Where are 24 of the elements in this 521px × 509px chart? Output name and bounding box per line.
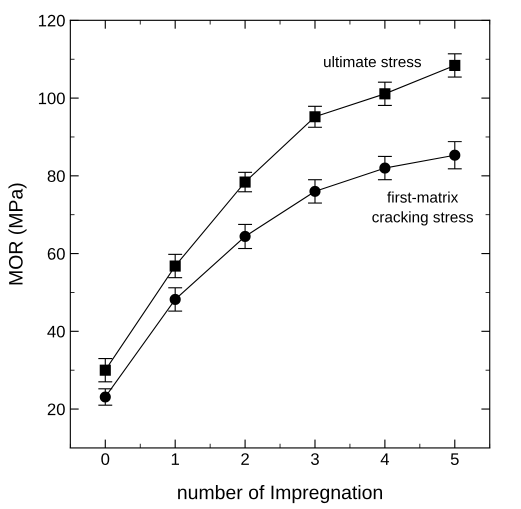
y-axis-title: MOR (MPa) xyxy=(8,183,27,284)
point xyxy=(240,230,251,242)
x-tick-label: 4 xyxy=(380,453,390,465)
y-tick-label: 40 xyxy=(47,326,65,338)
annotation: ultimate stress xyxy=(324,56,421,68)
y-tick-label: 100 xyxy=(38,92,65,104)
point xyxy=(379,88,390,100)
y-tick-label: 20 xyxy=(48,403,65,416)
x-axis-title: number of Impregnation xyxy=(178,484,382,504)
y-tick-label: 120 xyxy=(38,14,65,27)
annotation: first-matrix cracking stress xyxy=(372,191,474,226)
point xyxy=(100,364,111,376)
y-tick-label: 80 xyxy=(48,170,65,182)
x-tick-label: 1 xyxy=(172,453,180,465)
point xyxy=(170,260,181,272)
point xyxy=(170,294,181,305)
point xyxy=(240,176,251,188)
x-tick-label: 3 xyxy=(310,453,319,466)
x-tick-label: 0 xyxy=(101,453,110,466)
y-tick-label: 60 xyxy=(48,248,65,260)
point xyxy=(449,60,460,72)
x-tick-label: 2 xyxy=(241,453,249,465)
x-tick-label: 5 xyxy=(450,453,459,466)
point xyxy=(309,111,321,122)
